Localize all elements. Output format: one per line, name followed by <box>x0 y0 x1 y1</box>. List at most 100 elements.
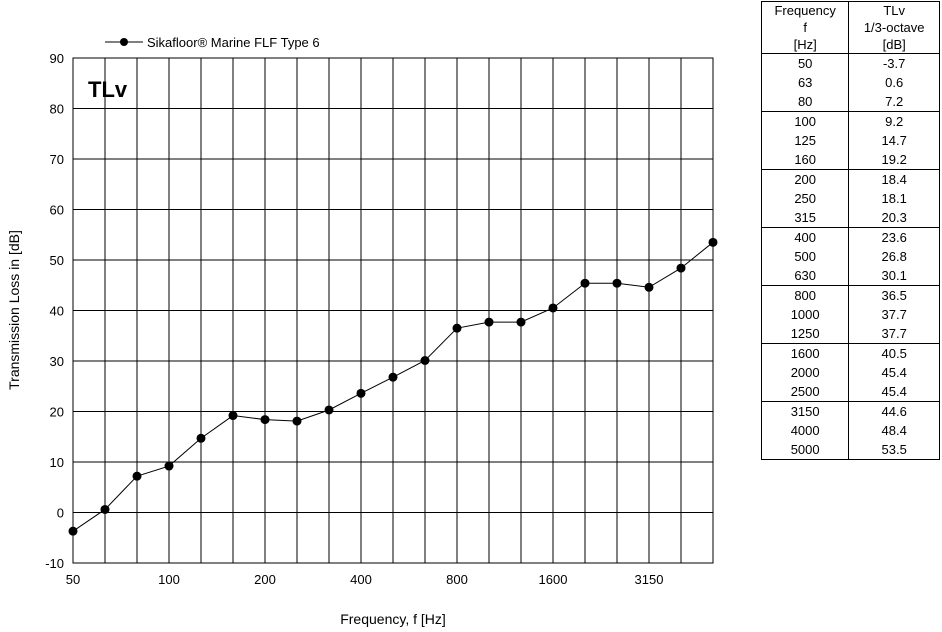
table-row: 1250 37.7 <box>761 324 940 344</box>
data-point <box>388 372 398 382</box>
table-cell-tlv: 45.4 <box>881 384 907 399</box>
table-header-frequency-unit: [Hz] <box>761 36 850 54</box>
plot-frame <box>72 57 714 564</box>
data-point <box>260 415 270 425</box>
y-tick-label: 10 <box>50 455 64 470</box>
data-point <box>228 411 238 421</box>
table-cell-tlv: 37.7 <box>881 326 907 341</box>
table-cell-frequency: 50 <box>761 53 850 73</box>
table-cell-frequency: 100 <box>761 111 850 131</box>
y-tick-label: -10 <box>45 556 64 571</box>
table-row: 2500 45.4 <box>761 382 940 402</box>
y-tick-label: 80 <box>50 102 64 117</box>
y-tick-labels: -10 0 10 20 30 40 50 60 70 80 90 <box>45 51 64 571</box>
legend-marker <box>120 38 128 46</box>
table-cell-tlv: 40.5 <box>848 343 940 363</box>
data-point <box>452 323 462 333</box>
table-row: 125 14.7 <box>761 131 940 150</box>
table-cell-frequency: 3150 <box>761 401 850 421</box>
table-row: 315 20.3 <box>761 208 940 228</box>
table-cell-tlv: 0.6 <box>885 75 904 90</box>
table-cell-tlv: 30.1 <box>881 268 907 283</box>
table-cell-tlv: -3.7 <box>882 56 906 71</box>
table-cell-frequency: 5000 <box>761 440 850 460</box>
table-row: 1600 40.5 <box>761 343 940 363</box>
table-row: 63 0.6 <box>761 73 940 92</box>
legend: Sikafloor® Marine FLF Type 6 <box>105 35 320 50</box>
x-tick-label: 1600 <box>539 572 568 587</box>
table-cell-frequency: 125 <box>761 131 850 150</box>
table-row: 4000 48.4 <box>761 421 940 440</box>
data-table: Frequency TLv f 1/3-octave [Hz] [dB] 50 -… <box>761 1 940 460</box>
series-group <box>68 237 718 536</box>
table-cell-frequency: 4000 <box>761 421 850 440</box>
table-cell-tlv: 20.3 <box>881 210 907 225</box>
table-row: 1000 37.7 <box>761 305 940 324</box>
table-row: 3150 44.6 <box>761 401 940 421</box>
y-tick-label: 50 <box>50 253 64 268</box>
table-row: 200 18.4 <box>761 169 940 189</box>
x-tick-label: 3150 <box>635 572 664 587</box>
data-point <box>580 278 590 288</box>
data-point <box>484 317 494 327</box>
data-point <box>676 263 686 273</box>
data-point <box>612 278 622 288</box>
table-cell-frequency: 1000 <box>761 305 850 324</box>
x-tick-label: 50 <box>66 572 80 587</box>
y-tick-label: 20 <box>50 405 64 420</box>
table-cell-frequency: 315 <box>761 208 850 228</box>
chart: -10 0 10 20 30 40 50 60 70 80 90 50 100 200 400 800 160… <box>6 35 718 627</box>
data-point <box>196 433 206 443</box>
table-cell-frequency: 160 <box>761 150 850 170</box>
table-cell-tlv: 48.4 <box>881 423 907 438</box>
x-axis-label: Frequency, f [Hz] <box>340 611 446 627</box>
legend-label: Sikafloor® Marine FLF Type 6 <box>147 35 320 50</box>
table-cell-frequency: 630 <box>761 266 850 286</box>
y-tick-label: 0 <box>57 506 64 521</box>
table-cell-tlv: 18.1 <box>881 191 907 206</box>
table-row: 80 7.2 <box>761 92 940 112</box>
y-tick-label: 30 <box>50 354 64 369</box>
table-cell-frequency: 250 <box>761 189 850 208</box>
grid <box>72 57 714 564</box>
table-cell-tlv: 18.4 <box>848 169 940 189</box>
table-cell-frequency: 2000 <box>761 363 850 382</box>
x-tick-label: 400 <box>350 572 372 587</box>
data-point <box>132 471 142 481</box>
table-cell-tlv: 36.5 <box>848 285 940 305</box>
table-cell-frequency: 400 <box>761 227 850 247</box>
table-header-tlv: TLv <box>883 3 905 18</box>
table-cell-tlv: 53.5 <box>881 442 907 457</box>
table-row: 5000 53.5 <box>761 440 940 460</box>
y-tick-label: 70 <box>50 152 64 167</box>
x-tick-label: 800 <box>446 572 468 587</box>
data-point <box>164 461 174 471</box>
y-axis-label: Transmission Loss in [dB] <box>6 230 22 390</box>
table-cell-tlv: 9.2 <box>848 111 940 131</box>
data-point <box>324 405 334 415</box>
table-cell-tlv: 45.4 <box>881 365 907 380</box>
table-row: 630 30.1 <box>761 266 940 286</box>
data-point <box>644 282 654 292</box>
table-row: 250 18.1 <box>761 189 940 208</box>
x-tick-labels: 50 100 200 400 800 1600 3150 <box>66 572 664 587</box>
table-row: 500 26.8 <box>761 247 940 266</box>
table-row: 50 -3.7 <box>761 53 940 73</box>
data-point <box>100 504 110 514</box>
table-cell-frequency: 200 <box>761 169 850 189</box>
table-cell-frequency: 2500 <box>761 382 850 402</box>
table-cell-frequency: 1600 <box>761 343 850 363</box>
table-cell-frequency: 80 <box>761 92 850 112</box>
table-cell-tlv: 26.8 <box>881 249 907 264</box>
table-row: 2000 45.4 <box>761 363 940 382</box>
table-cell-frequency: 63 <box>761 73 850 92</box>
data-point <box>548 303 558 313</box>
x-tick-label: 200 <box>254 572 276 587</box>
table-row: 800 36.5 <box>761 285 940 305</box>
table-row: 400 23.6 <box>761 227 940 247</box>
data-point <box>516 317 526 327</box>
table-cell-frequency: 1250 <box>761 324 850 344</box>
table-header-band: 1/3-octave <box>863 20 925 35</box>
table-row: 100 9.2 <box>761 111 940 131</box>
y-tick-label: 40 <box>50 304 64 319</box>
